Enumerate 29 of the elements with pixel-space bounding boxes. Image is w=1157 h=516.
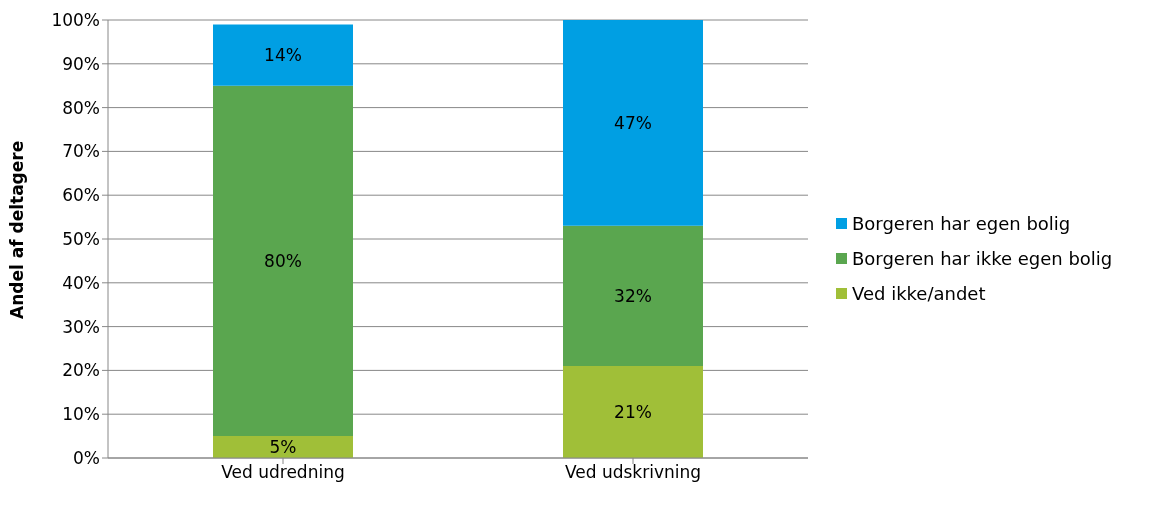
y-tick-label: 30% (62, 316, 100, 337)
y-tick-label: 0% (73, 448, 100, 469)
y-tick-label: 70% (62, 141, 100, 162)
bar (563, 366, 703, 458)
legend-label: Ved ikke/andet (852, 282, 986, 304)
bar (213, 436, 353, 458)
y-tick-label: 20% (62, 360, 100, 381)
legend-label: Borgeren har ikke egen bolig (852, 247, 1113, 269)
bar (213, 85, 353, 437)
data-label: 80% (264, 250, 302, 271)
x-tick-label: Ved udredning (221, 462, 345, 483)
y-tick-label: 40% (62, 272, 100, 293)
data-label: 14% (264, 44, 302, 65)
legend-label: Borgeren har egen bolig (852, 212, 1071, 234)
data-label: 32% (614, 285, 652, 306)
data-label: 21% (614, 401, 652, 422)
y-tick-label: 100% (51, 10, 100, 31)
bar (213, 24, 353, 86)
y-tick-label: 10% (62, 404, 100, 425)
x-tick-label: Ved udskrivning (564, 462, 702, 483)
y-tick-label: 50% (62, 229, 100, 250)
y-tick-label: 60% (62, 185, 100, 206)
data-label: 47% (614, 112, 652, 133)
bar (563, 225, 703, 367)
y-tick-label: 80% (62, 97, 100, 118)
y-tick-label: 90% (62, 53, 100, 74)
bar (563, 20, 703, 226)
data-label: 5% (269, 437, 297, 457)
y-axis-title: Andel af deltagere (7, 140, 28, 319)
